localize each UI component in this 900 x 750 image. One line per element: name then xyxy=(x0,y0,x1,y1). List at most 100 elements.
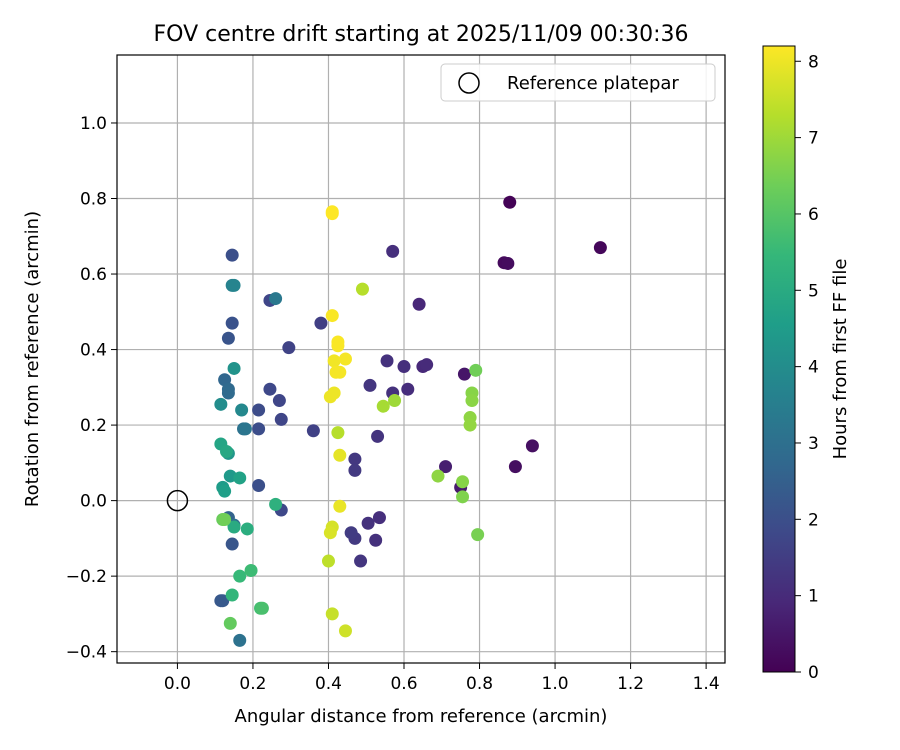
data-point xyxy=(218,512,232,526)
y-tick-label: −0.4 xyxy=(66,643,107,663)
colorbar-tick-label: 8 xyxy=(808,52,819,72)
x-tick-label: 0.0 xyxy=(164,674,191,694)
data-point xyxy=(456,490,470,504)
data-point xyxy=(333,499,347,513)
data-point xyxy=(282,341,296,355)
x-tick-label: 1.0 xyxy=(542,674,569,694)
data-point xyxy=(274,412,288,426)
data-point xyxy=(233,471,247,485)
colorbar-tick-label: 4 xyxy=(808,358,819,378)
legend: Reference platepar xyxy=(440,63,716,102)
data-point xyxy=(272,394,286,408)
data-point xyxy=(225,588,239,602)
data-point xyxy=(401,382,415,396)
data-point xyxy=(333,448,347,462)
plot-frame xyxy=(116,54,726,664)
legend-entry-reference: Reference platepar xyxy=(507,73,679,94)
y-gridlines xyxy=(117,122,725,653)
data-point xyxy=(439,460,453,474)
data-point xyxy=(227,520,241,534)
data-point xyxy=(471,528,485,542)
x-axis-ticks: 0.0 0.2 0.4 0.6 0.8 1.0 1.2 1.4 xyxy=(164,663,720,694)
colorbar-tick-label: 0 xyxy=(808,663,819,683)
data-point xyxy=(354,554,368,568)
data-point xyxy=(238,422,252,436)
data-point xyxy=(214,397,228,411)
y-tick-label: 1.0 xyxy=(80,114,107,134)
data-point xyxy=(252,403,266,417)
data-point xyxy=(240,522,254,536)
data-point xyxy=(380,354,394,368)
data-point xyxy=(306,424,320,438)
data-point xyxy=(508,460,522,474)
colorbar-tick-label: 2 xyxy=(808,510,819,530)
data-point xyxy=(225,537,239,551)
data-point xyxy=(331,426,345,440)
data-point xyxy=(456,475,470,489)
data-point xyxy=(216,594,230,608)
data-point xyxy=(327,354,341,368)
legend-box xyxy=(440,63,716,102)
y-tick-label: 0.0 xyxy=(80,492,107,512)
data-point xyxy=(314,316,328,330)
data-point xyxy=(225,316,239,330)
data-point xyxy=(593,241,607,255)
data-point xyxy=(325,309,339,323)
data-point xyxy=(233,569,247,583)
data-point xyxy=(355,282,369,296)
data-point xyxy=(420,358,434,372)
data-point xyxy=(397,360,411,374)
x-tick-label: 0.4 xyxy=(315,674,342,694)
colorbar-frame xyxy=(762,45,796,673)
data-point xyxy=(348,463,362,477)
data-point xyxy=(344,526,358,540)
y-tick-label: 0.4 xyxy=(80,341,107,361)
data-point xyxy=(221,331,235,345)
data-point xyxy=(372,511,386,525)
data-point xyxy=(244,563,258,577)
data-points xyxy=(214,195,607,647)
data-point xyxy=(457,367,471,381)
reference-platepar-marker xyxy=(166,489,189,512)
data-point xyxy=(412,297,426,311)
y-axis-label: Rotation from reference (arcmin) xyxy=(22,211,43,507)
data-point xyxy=(225,248,239,262)
data-point xyxy=(223,616,237,630)
colorbar-gradient xyxy=(763,46,795,672)
data-point xyxy=(220,445,234,459)
x-tick-label: 0.6 xyxy=(390,674,417,694)
chart-title: FOV centre drift starting at 2025/11/09 … xyxy=(154,22,689,47)
data-point xyxy=(338,352,352,366)
data-point xyxy=(369,533,383,547)
x-tick-label: 1.2 xyxy=(617,674,644,694)
data-point xyxy=(465,394,479,408)
colorbar-tick-label: 7 xyxy=(808,129,819,149)
y-tick-label: 0.6 xyxy=(80,265,107,285)
data-point xyxy=(233,633,247,647)
data-point xyxy=(376,399,390,413)
data-point xyxy=(469,363,483,377)
legend-reference-marker xyxy=(458,72,480,94)
data-point xyxy=(525,439,539,453)
x-tick-label: 0.8 xyxy=(466,674,493,694)
data-point xyxy=(331,339,345,353)
y-axis-ticks: −0.4 −0.2 0.0 0.2 0.4 0.6 0.8 1.0 xyxy=(66,114,117,663)
data-point xyxy=(371,429,385,443)
data-point xyxy=(269,292,283,306)
data-point xyxy=(501,256,515,270)
colorbar-tick-label: 5 xyxy=(808,281,819,301)
data-point xyxy=(388,394,402,408)
data-point xyxy=(323,526,337,540)
data-point xyxy=(386,244,400,258)
data-point xyxy=(227,278,241,292)
data-point xyxy=(227,361,241,375)
data-point xyxy=(325,607,339,621)
x-tick-label: 1.4 xyxy=(693,674,720,694)
data-point xyxy=(218,484,232,498)
data-point xyxy=(252,479,266,493)
colorbar-tick-label: 1 xyxy=(808,587,819,607)
data-point xyxy=(255,601,269,615)
plot-area xyxy=(117,55,725,663)
data-point xyxy=(252,422,266,436)
